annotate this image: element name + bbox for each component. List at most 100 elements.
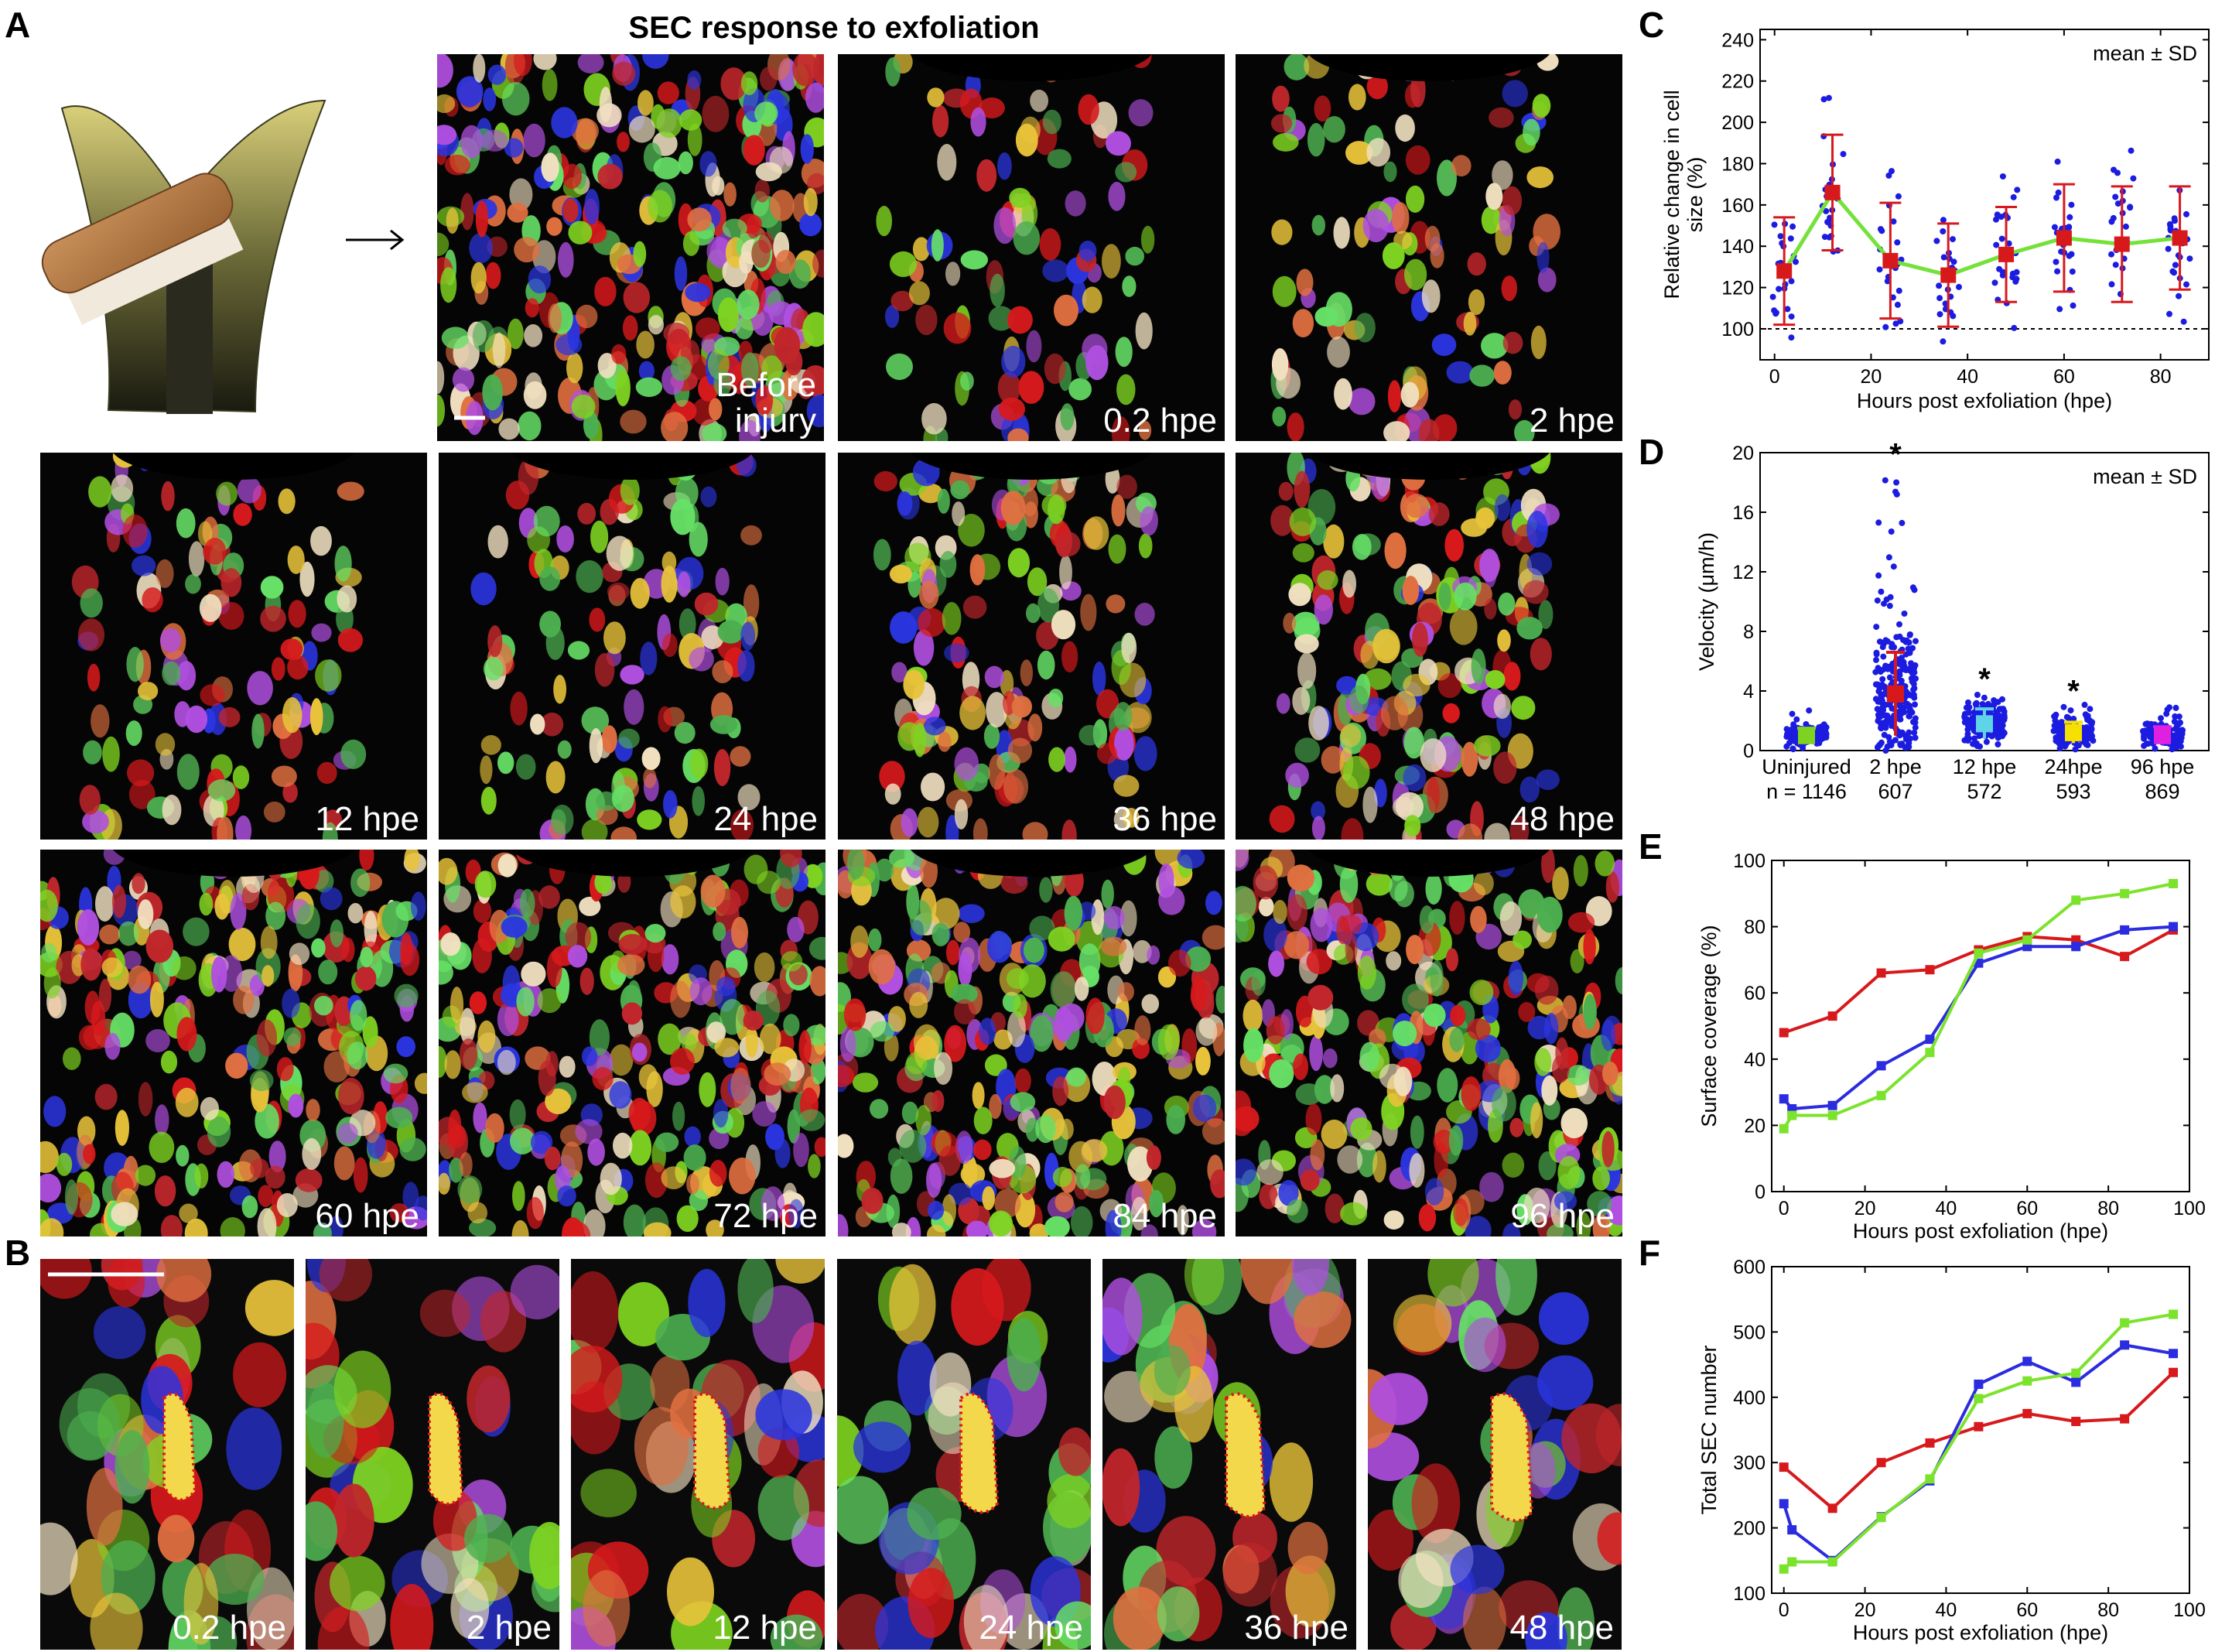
cell	[1514, 419, 1535, 441]
cell	[1195, 1017, 1218, 1046]
cell	[889, 850, 914, 868]
cell	[620, 476, 640, 505]
cell	[699, 151, 717, 177]
data-point	[1889, 705, 1895, 712]
data-point	[1897, 318, 1904, 325]
y-tick-label: 12	[1732, 562, 1754, 583]
sample-size-label: 572	[1967, 780, 2001, 803]
cell	[624, 689, 644, 725]
cell	[91, 704, 110, 738]
data-point	[1906, 706, 1913, 713]
cell	[743, 1011, 764, 1031]
mean-marker	[1776, 263, 1793, 279]
cell	[350, 1000, 367, 1031]
cell	[1185, 946, 1212, 972]
cell	[889, 1264, 936, 1346]
series-marker	[1925, 1474, 1935, 1484]
cell	[606, 535, 634, 571]
cell	[63, 1047, 81, 1070]
cell	[1541, 1075, 1558, 1106]
cell	[694, 592, 719, 616]
cell	[658, 1023, 682, 1055]
cell	[1286, 1199, 1308, 1223]
cell	[798, 1109, 825, 1131]
cell	[1092, 661, 1106, 696]
data-point	[2053, 194, 2059, 201]
cell	[1276, 368, 1301, 399]
cell	[754, 179, 770, 203]
cell	[621, 1002, 643, 1025]
cell	[802, 365, 824, 397]
cell	[1176, 1205, 1189, 1236]
cell	[404, 850, 420, 872]
cell	[1567, 912, 1595, 933]
cell	[511, 1219, 529, 1236]
cell	[360, 946, 374, 968]
cell	[539, 566, 561, 591]
cell	[1311, 214, 1326, 236]
cell	[287, 655, 309, 680]
cell	[524, 324, 543, 347]
fin-ray-shadow	[911, 54, 1152, 81]
cell	[469, 232, 493, 264]
cell	[526, 1197, 544, 1230]
cell	[232, 765, 250, 789]
cell	[765, 1124, 784, 1151]
cell	[809, 966, 825, 997]
data-point	[1936, 311, 1943, 318]
data-point	[1884, 278, 1891, 285]
x-tick-label: 20	[1861, 366, 1882, 388]
data-point	[1971, 735, 1977, 742]
data-point	[1875, 717, 1882, 724]
cell	[730, 746, 751, 767]
cell	[56, 1152, 73, 1176]
cell	[939, 551, 957, 578]
data-point	[1912, 720, 1919, 726]
y-tick-label: 200	[1721, 112, 1754, 134]
cell	[394, 983, 419, 1008]
cell	[362, 1016, 378, 1048]
cell	[255, 1103, 279, 1139]
cell	[1509, 816, 1530, 840]
cell	[1191, 1219, 1217, 1236]
data-point	[1789, 745, 1796, 752]
tracked-cell-outline	[1225, 1392, 1266, 1518]
cell	[1442, 703, 1460, 723]
cell	[487, 64, 507, 85]
category-label: 12 hpe	[1953, 755, 2017, 778]
cell	[1236, 850, 1249, 871]
series-marker	[1876, 1090, 1886, 1100]
cell	[217, 1161, 235, 1189]
data-point	[1936, 295, 1943, 302]
data-point	[1776, 286, 1783, 292]
cell	[1141, 994, 1160, 1014]
data-point	[1912, 734, 1919, 741]
cell	[1300, 1169, 1320, 1192]
cell	[1154, 1345, 1191, 1396]
data-point	[1875, 681, 1882, 688]
cell	[102, 736, 120, 772]
series-marker	[2120, 1340, 2130, 1350]
cell	[1064, 895, 1083, 931]
micrograph-tile: Before injury	[437, 54, 824, 441]
series-marker	[2120, 888, 2130, 898]
series-marker	[1974, 1394, 1984, 1404]
cell	[82, 809, 109, 834]
cell	[537, 988, 562, 1014]
cell	[525, 298, 540, 318]
data-point	[1896, 633, 1903, 640]
x-tick-label: 40	[1936, 1599, 1957, 1621]
cell	[979, 1018, 996, 1045]
cell	[450, 1578, 490, 1639]
cell	[618, 728, 640, 749]
panel-letter-f: F	[1639, 1233, 1660, 1273]
panel-letter-c: C	[1639, 5, 1664, 45]
cell	[271, 657, 285, 681]
cell	[1503, 662, 1521, 691]
x-tick-label: 40	[1957, 366, 1978, 388]
cell	[1453, 1198, 1468, 1226]
cell	[306, 1382, 344, 1458]
cell	[40, 1218, 64, 1236]
data-point	[2067, 707, 2074, 714]
series-marker	[1925, 1035, 1935, 1045]
